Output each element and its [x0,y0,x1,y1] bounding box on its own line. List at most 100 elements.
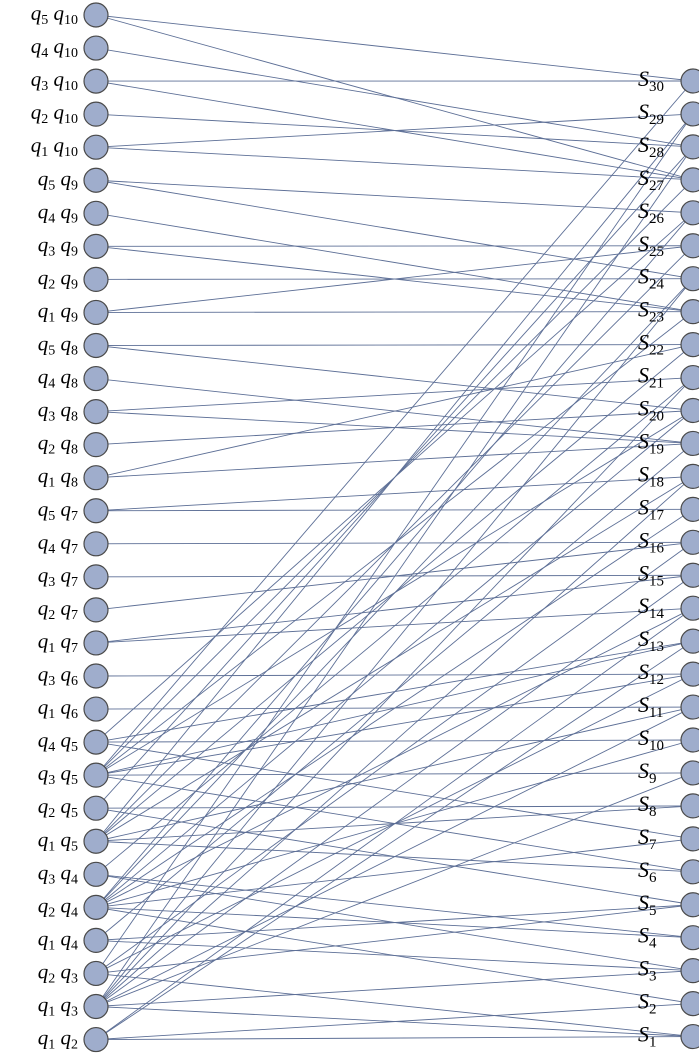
right-node-label-s30: S30 [638,66,664,95]
left-node-q1q6 [84,697,108,721]
right-node-s30 [681,69,699,93]
right-node-s22 [681,333,699,357]
right-node-label-s29: S29 [638,99,664,128]
edge-q1q7-s15 [96,575,693,643]
edge-q5q9-s24 [96,180,693,278]
edge-q3q4-s21 [96,378,693,875]
left-node-label-q3q5: q3 q5 [38,761,78,788]
right-node-label-s15: S15 [638,560,664,589]
node-layer [84,3,699,1052]
left-node-q3q8 [84,400,108,424]
left-node-label-q1q3: q1 q3 [38,993,78,1020]
left-node-label-q3q4: q3 q4 [38,860,78,887]
edge-q2q3-s16 [96,542,693,973]
right-node-s2 [681,992,699,1016]
right-node-s11 [681,695,699,719]
left-node-label-q1q10: q1 q10 [31,133,78,160]
left-node-label-q2q5: q2 q5 [38,794,78,821]
left-node-q2q10 [84,102,108,126]
edge-q3q6-s12 [96,674,693,676]
right-node-s14 [681,596,699,620]
right-node-label-s3: S3 [638,956,657,985]
left-node-label-q2q4: q2 q4 [38,893,78,920]
left-node-label-q2q9: q2 q9 [38,265,78,292]
right-node-label-s25: S25 [638,231,664,260]
right-node-label-s21: S21 [638,363,664,392]
right-node-label-s6: S6 [638,857,657,886]
right-node-s27 [681,168,699,192]
edge-q5q8-s22 [96,345,693,346]
right-node-s24 [681,267,699,291]
left-node-q4q7 [84,532,108,556]
edge-q1q3-s3 [96,971,693,1007]
left-node-label-q5q9: q5 q9 [38,166,78,193]
left-node-label-q1q2: q1 q2 [38,1026,78,1053]
right-node-label-s8: S8 [638,791,657,820]
right-node-label-s13: S13 [638,626,664,655]
edge-q2q4-s26 [96,213,693,908]
edge-q2q4-s20 [96,411,693,908]
right-node-s8 [681,794,699,818]
left-node-q3q7 [84,565,108,589]
left-node-label-q1q9: q1 q9 [38,298,78,325]
left-node-label-q5q7: q5 q7 [38,497,78,524]
right-node-s5 [681,893,699,917]
edge-q2q4-s24 [96,279,693,908]
left-node-q2q9 [84,267,108,291]
right-node-s19 [681,431,699,455]
right-node-label-s16: S16 [638,527,665,556]
right-node-label-s22: S22 [638,330,664,359]
left-node-q1q9 [84,300,108,324]
left-node-q3q9 [84,234,108,258]
edge-q1q3-s21 [96,378,693,1007]
right-node-s26 [681,201,699,225]
edge-q4q10-s28 [96,48,693,147]
right-node-s20 [681,399,699,423]
left-node-q1q2 [84,1028,108,1052]
left-node-q2q3 [84,961,108,985]
right-node-s10 [681,728,699,752]
right-node-label-s18: S18 [638,461,664,490]
left-node-q2q7 [84,598,108,622]
edge-q4q9-s23 [96,213,693,311]
left-node-q4q9 [84,201,108,225]
right-node-s7 [681,827,699,851]
left-node-q5q7 [84,499,108,523]
left-node-label-q1q5: q1 q5 [38,827,78,854]
right-node-s15 [681,563,699,587]
edge-q1q8-s19 [96,443,693,477]
right-node-label-s2: S2 [638,989,657,1018]
right-node-label-s10: S10 [638,725,664,754]
right-node-label-s17: S17 [638,494,665,523]
left-node-q4q10 [84,36,108,60]
left-node-q4q8 [84,367,108,391]
right-node-label-s26: S26 [638,198,665,227]
left-node-q1q4 [84,928,108,952]
left-node-label-q3q7: q3 q7 [38,563,78,590]
right-node-label-s28: S28 [638,132,664,161]
edge-q5q7-s17 [96,509,693,510]
right-node-s29 [681,102,699,126]
edge-q5q7-s18 [96,476,693,510]
left-node-q2q8 [84,433,108,457]
edge-q1q5-s29 [96,114,693,841]
right-node-label-s11: S11 [638,692,663,721]
edge-q1q2-s14 [96,608,693,1039]
right-node-s21 [681,366,699,390]
edge-q2q3-s5 [96,905,693,974]
right-node-label-s5: S5 [638,890,657,919]
right-node-label-s20: S20 [638,396,664,425]
edge-q2q3-s1 [96,973,693,1036]
right-node-label-s19: S19 [638,428,664,457]
left-node-label-q3q9: q3 q9 [38,232,78,259]
right-node-s25 [681,234,699,258]
right-node-s1 [681,1025,699,1049]
edge-q1q9-s23 [96,312,693,313]
right-node-s3 [681,959,699,983]
left-node-q3q5 [84,763,108,787]
right-node-label-s7: S7 [638,824,657,853]
edge-q1q2-s2 [96,1004,693,1040]
left-node-label-q5q10: q5 q10 [31,1,78,28]
right-node-label-s1: S1 [638,1022,657,1051]
